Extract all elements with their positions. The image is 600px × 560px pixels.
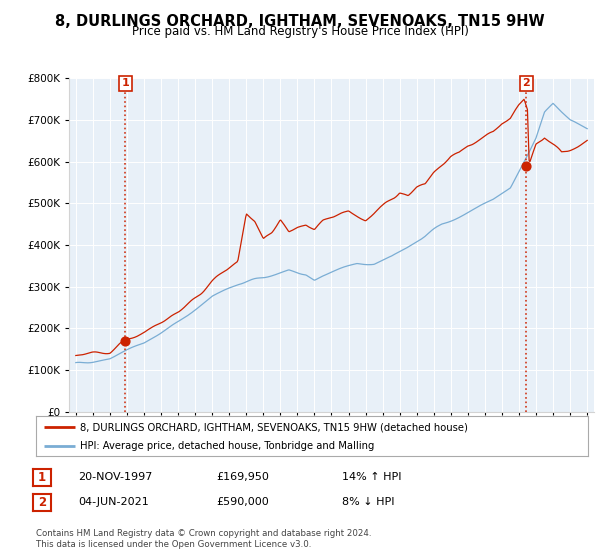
Text: 8% ↓ HPI: 8% ↓ HPI [342,497,395,507]
Point [521,161,531,170]
Text: 2: 2 [38,496,46,509]
Point [121,337,130,346]
Text: 14% ↑ HPI: 14% ↑ HPI [342,472,401,482]
Text: 1: 1 [121,78,129,88]
Text: £169,950: £169,950 [216,472,269,482]
Text: HPI: Average price, detached house, Tonbridge and Malling: HPI: Average price, detached house, Tonb… [80,441,374,451]
Text: 20-NOV-1997: 20-NOV-1997 [78,472,152,482]
Text: Price paid vs. HM Land Registry's House Price Index (HPI): Price paid vs. HM Land Registry's House … [131,25,469,38]
Text: 2: 2 [522,78,530,88]
Text: 04-JUN-2021: 04-JUN-2021 [78,497,149,507]
Text: £590,000: £590,000 [216,497,269,507]
Text: Contains HM Land Registry data © Crown copyright and database right 2024.
This d: Contains HM Land Registry data © Crown c… [36,529,371,549]
Text: 8, DURLINGS ORCHARD, IGHTHAM, SEVENOAKS, TN15 9HW: 8, DURLINGS ORCHARD, IGHTHAM, SEVENOAKS,… [55,14,545,29]
Text: 8, DURLINGS ORCHARD, IGHTHAM, SEVENOAKS, TN15 9HW (detached house): 8, DURLINGS ORCHARD, IGHTHAM, SEVENOAKS,… [80,422,468,432]
Text: 1: 1 [38,470,46,484]
